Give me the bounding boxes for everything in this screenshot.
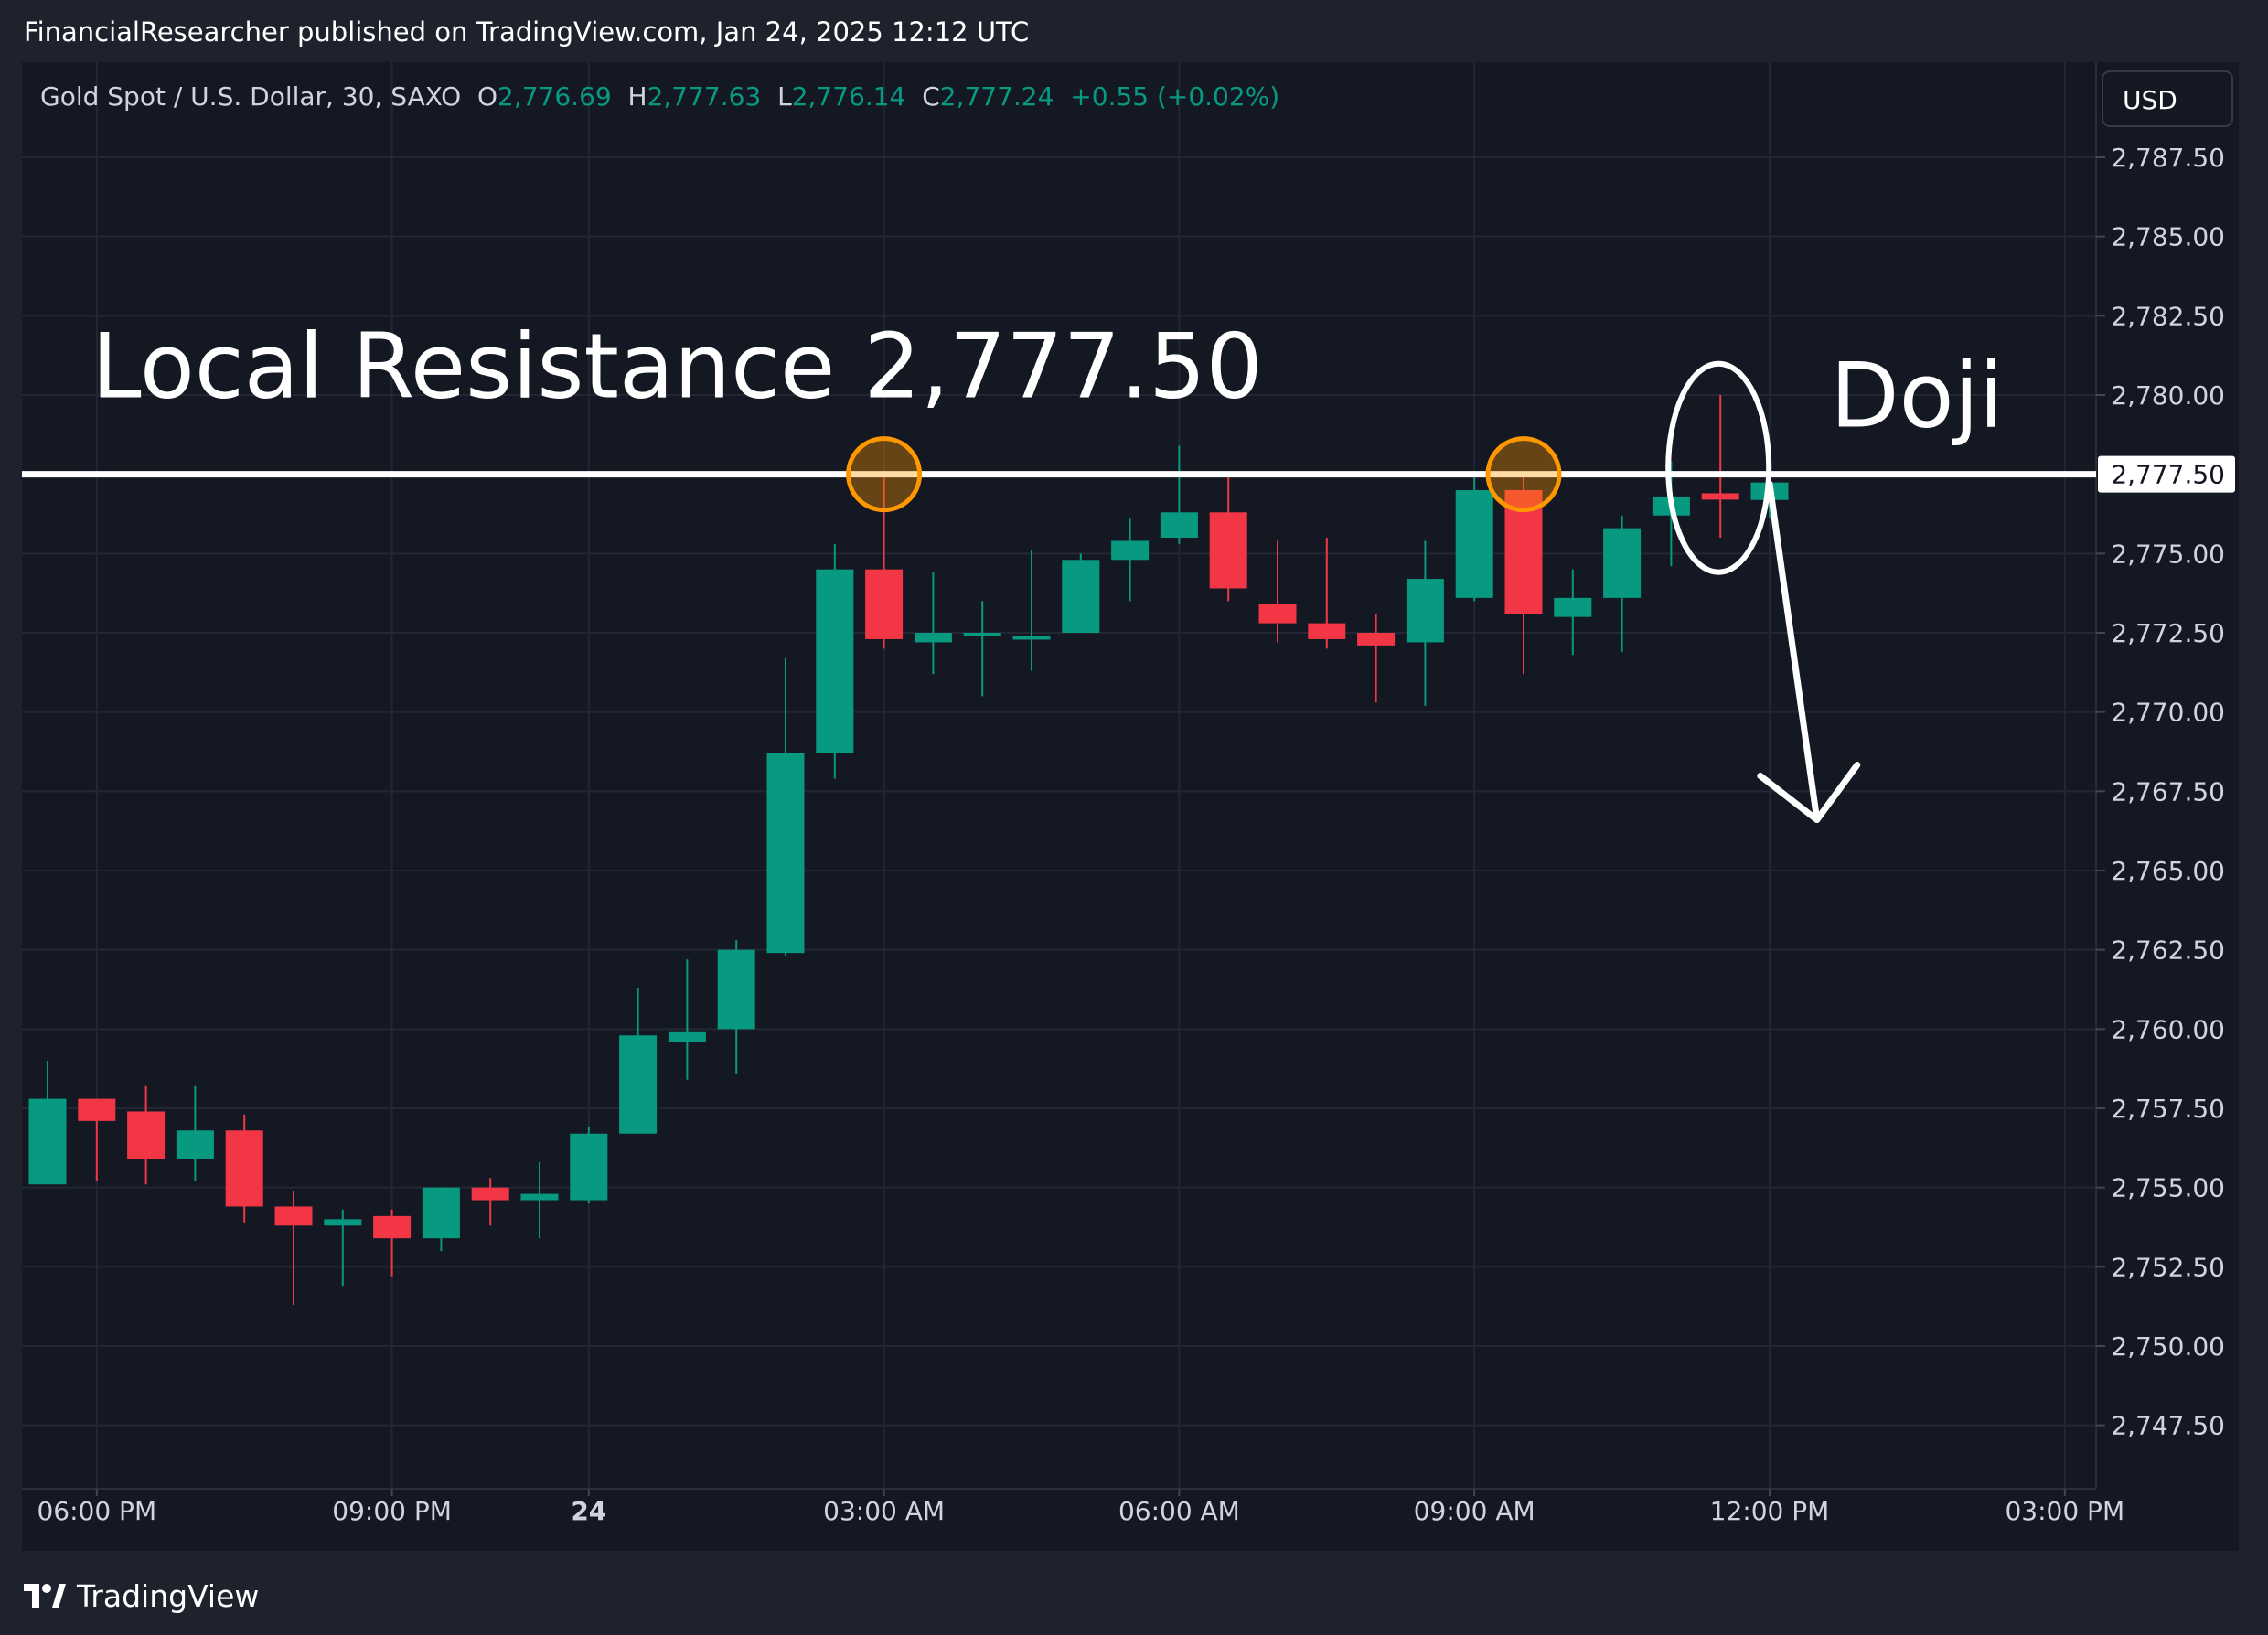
candle-body-down (1701, 493, 1739, 500)
price-tick-label: 2,782.50 (2111, 301, 2225, 331)
price-tick-label: 2,772.50 (2111, 618, 2225, 648)
candle-body-up (520, 1193, 559, 1201)
price-tick-label: 2,750.00 (2111, 1331, 2225, 1362)
candle-body-down (865, 569, 904, 639)
publisher-attribution: FinancialResearcher published on Trading… (24, 16, 1030, 48)
resistance-annotation: Local Resistance 2,777.50 (91, 315, 1263, 420)
resistance-price-badge (2098, 455, 2235, 493)
candle-body-up (1062, 560, 1100, 633)
tradingview-wordmark: TradingView (77, 1577, 260, 1614)
time-tick-label: 12:00 PM (1710, 1496, 1830, 1526)
time-tick-label: 06:00 PM (37, 1496, 156, 1526)
resistance-touch-marker (846, 436, 923, 513)
bearish-arrow-shaft (1766, 480, 1821, 824)
doji-highlight-ellipse (1665, 360, 1772, 575)
currency-button (2102, 70, 2233, 127)
candle-body-down (274, 1206, 313, 1226)
price-tick-label: 2,767.50 (2111, 776, 2225, 807)
candle-body-down (127, 1111, 166, 1159)
candle-body-up (28, 1098, 67, 1185)
candle-body-down (1308, 623, 1346, 639)
resistance-touch-marker (1485, 436, 1562, 513)
time-tick-label: 03:00 AM (823, 1496, 945, 1526)
tradingview-logo-icon (24, 1584, 66, 1608)
candle-body-up (766, 753, 805, 954)
time-tick-label: 06:00 AM (1118, 1496, 1240, 1526)
candle-body-up (176, 1130, 214, 1159)
price-tick-label: 2,755.00 (2111, 1173, 2225, 1203)
plot-background (22, 62, 2096, 1489)
resistance-price-label: 2,777.50 (2111, 460, 2225, 490)
bearish-arrow-head (1757, 762, 1861, 824)
candle-body-down (1258, 604, 1297, 624)
tradingview-brand[interactable]: TradingView (24, 1575, 259, 1617)
time-tick-label: 03:00 PM (2005, 1496, 2124, 1526)
candle-body-down (78, 1098, 116, 1121)
candle-body-up (324, 1219, 362, 1226)
candle-body-up (1111, 540, 1150, 561)
price-tick-label: 2,775.00 (2111, 539, 2225, 569)
candlestick-chart[interactable]: 2,787.50 2,785.00 2,782.50 2,780.00 2,775.00… (22, 62, 2239, 1551)
candle-body-up (1603, 528, 1642, 598)
time-tick-label: 09:00 PM (332, 1496, 452, 1526)
currency-label[interactable]: USD (2123, 85, 2177, 115)
price-tick-label: 2,760.00 (2111, 1014, 2225, 1044)
symbol-ohlc-legend[interactable]: Gold Spot / U.S. Dollar, 30, SAXO O2,776… (40, 81, 1279, 112)
price-tick-label: 2,785.00 (2111, 222, 2225, 252)
candle-body-up (1455, 490, 1493, 598)
candle-body-down (373, 1215, 412, 1239)
price-tick-label: 2,780.00 (2111, 380, 2225, 411)
candle-body-up (1554, 597, 1592, 617)
candle-body-up (570, 1133, 608, 1201)
candle-body-up (717, 949, 755, 1030)
price-tick-label: 2,752.50 (2111, 1252, 2225, 1282)
candle-body-up (1406, 579, 1444, 643)
candle-body-up (619, 1035, 658, 1134)
candle-body-up (1160, 512, 1198, 538)
candle-body-up (914, 633, 952, 643)
candle-body-down (471, 1187, 509, 1201)
time-tick-label: 24 (571, 1496, 606, 1526)
candle-body-up (963, 633, 1001, 636)
price-tick-label: 2,762.50 (2111, 935, 2225, 966)
doji-label: Doji (1830, 345, 2004, 449)
candle-body-up (1012, 636, 1051, 640)
price-tick-label: 2,787.50 (2111, 143, 2225, 173)
candle-body-down (1357, 633, 1396, 646)
candle-body-down (225, 1130, 263, 1207)
price-tick-label: 2,747.50 (2111, 1411, 2225, 1441)
price-tick-label: 2,765.00 (2111, 856, 2225, 886)
chart-area[interactable]: 2,787.50 2,785.00 2,782.50 2,780.00 2,775.00… (22, 62, 2239, 1551)
price-tick-label: 2,757.50 (2111, 1094, 2225, 1124)
candle-body-up (668, 1031, 706, 1042)
candle-body-down (1209, 512, 1247, 589)
candle-body-up (816, 569, 854, 753)
price-tick-label: 2,770.00 (2111, 698, 2225, 728)
candle-body-up (422, 1187, 460, 1239)
time-tick-label: 09:00 AM (1414, 1496, 1535, 1526)
